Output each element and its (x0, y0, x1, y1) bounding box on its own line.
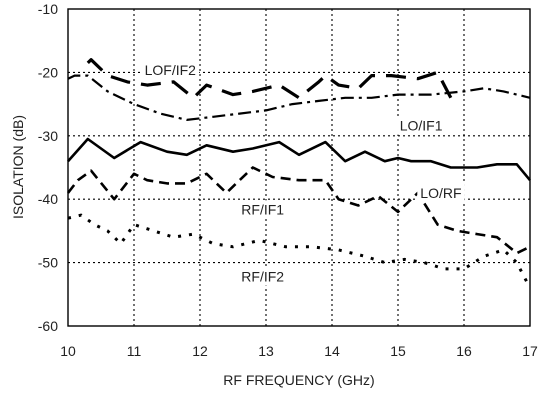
series-line-lo-if1 (67, 74, 531, 121)
annotation-backdrop (141, 60, 200, 79)
y-tick-label: -50 (38, 255, 58, 271)
x-tick-label: 15 (390, 343, 406, 359)
annotation-backdrop (396, 116, 446, 135)
annotation-rf-if2: RF/IF2 (241, 269, 284, 285)
y-tick-label: -30 (38, 128, 58, 144)
x-tick-label: 11 (127, 343, 142, 359)
x-tick-label: 14 (324, 343, 340, 359)
annotation-backdrop (238, 267, 288, 286)
annotation-lo-if1: LO/IF1 (400, 118, 443, 134)
annotation-lo-rf: LO/RF (420, 185, 461, 201)
y-tick-labels: -10 -20 -30 -40 -50 -60 (38, 1, 58, 334)
annotation-lof-if2: LOF/IF2 (145, 62, 197, 78)
y-tick-label: -40 (38, 191, 58, 207)
plot-frame (67, 8, 531, 327)
x-tick-label: 12 (192, 343, 208, 359)
y-tick-label: -20 (38, 64, 58, 80)
x-tick-label: 13 (258, 343, 274, 359)
annotations: LOF/IF2 LO/IF1 LO/RF RF/IF1 RF/IF2 (141, 60, 465, 286)
series-line-lo-rf (67, 137, 532, 182)
x-tick-label: 16 (456, 343, 472, 359)
x-tick-label: 10 (60, 343, 76, 359)
x-tick-labels: 10 11 12 13 14 15 16 17 (60, 343, 538, 359)
series-line-rf-if1 (66, 166, 531, 255)
y-axis-label: ISOLATION (dB) (10, 115, 26, 219)
grid-lines (68, 9, 530, 326)
series-line-rf-if2 (67, 213, 532, 289)
x-axis-label: RF FREQUENCY (GHz) (223, 372, 374, 388)
annotation-rf-if1: RF/IF1 (241, 201, 284, 217)
y-tick-label: -60 (38, 318, 58, 334)
y-tick-label: -10 (38, 1, 58, 17)
annotation-backdrop (238, 200, 288, 219)
x-tick-label: 17 (522, 343, 538, 359)
series-lines (66, 58, 532, 289)
annotation-backdrop (417, 183, 465, 202)
